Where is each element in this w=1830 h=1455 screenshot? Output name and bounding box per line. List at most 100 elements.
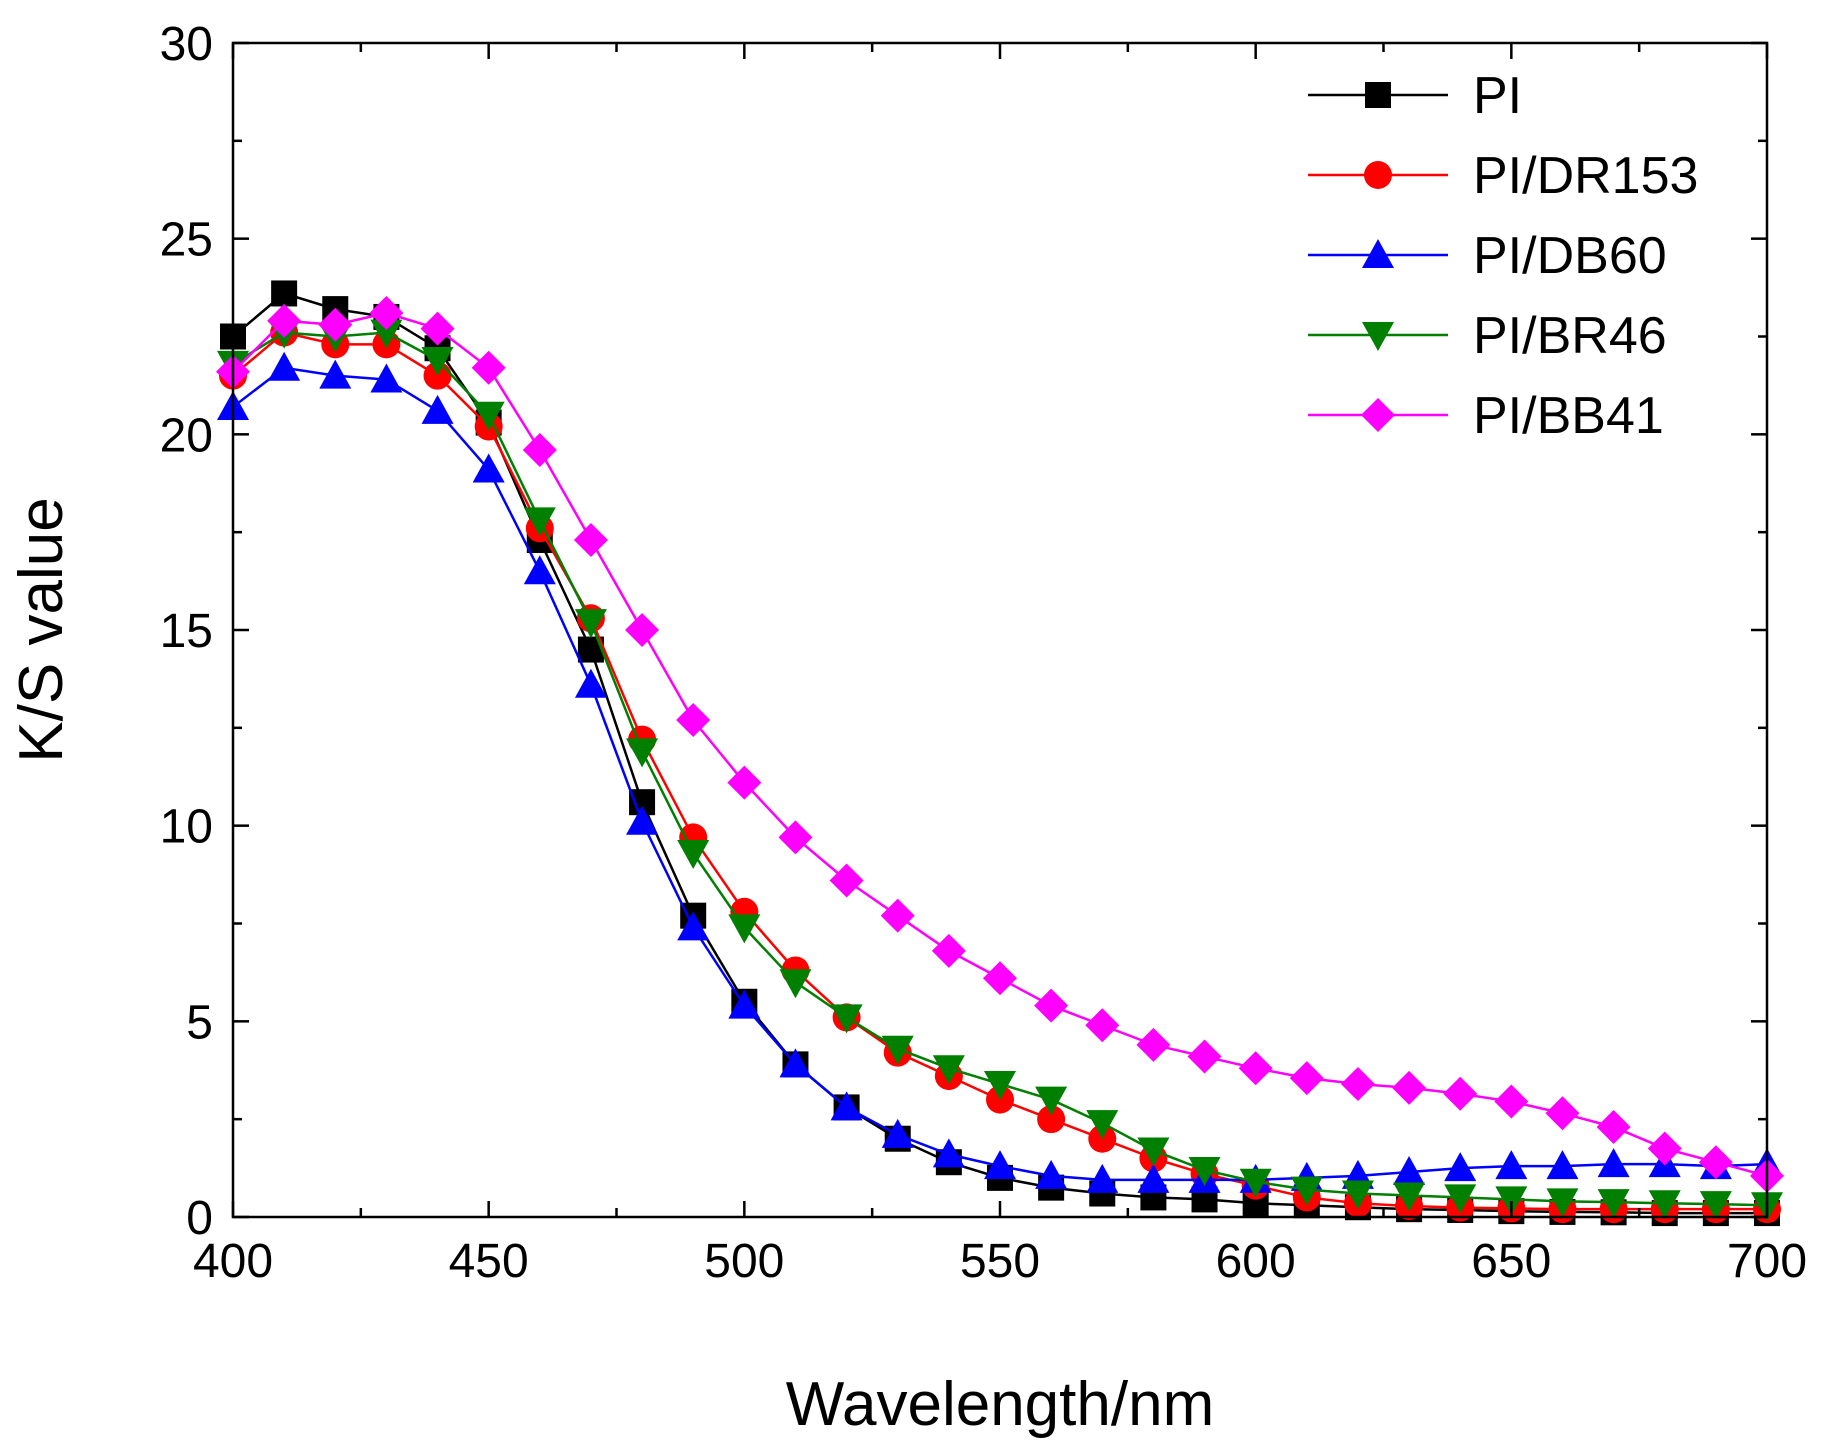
data-point — [677, 911, 710, 941]
y-tick-label: 25 — [160, 214, 213, 267]
x-axis: 400 450 500 550 600 650 700 — [193, 43, 1807, 1288]
data-point — [420, 311, 455, 346]
data-point — [1546, 1188, 1579, 1218]
data-point — [1596, 1109, 1631, 1144]
legend-item: PI — [1308, 67, 1522, 125]
data-point — [1698, 1145, 1733, 1180]
legend-item: PI/DB60 — [1308, 227, 1667, 285]
data-point — [1136, 1027, 1171, 1062]
data-point — [1392, 1070, 1427, 1105]
data-point — [829, 863, 864, 898]
data-point — [983, 961, 1017, 996]
data-point — [984, 1070, 1016, 1100]
data-point — [1034, 988, 1069, 1023]
legend-label: PI/BB41 — [1473, 387, 1664, 445]
data-point — [830, 1004, 863, 1034]
legend-marker — [1361, 398, 1395, 432]
legend-item: PI/DR153 — [1308, 147, 1698, 205]
legend-marker — [1362, 239, 1394, 268]
data-point — [369, 296, 404, 331]
data-point — [779, 1048, 812, 1078]
x-axis-title: Wavelength/nm — [786, 1370, 1214, 1439]
data-point — [881, 1118, 914, 1148]
data-point — [574, 668, 607, 698]
data-point — [1086, 1163, 1119, 1193]
data-point — [1187, 1039, 1222, 1074]
legend-marker — [1365, 82, 1391, 108]
data-point — [1238, 1051, 1273, 1086]
data-point — [370, 319, 403, 349]
legend-item: PI/BR46 — [1308, 307, 1667, 365]
data-point — [1597, 1148, 1630, 1178]
data-point — [318, 307, 353, 342]
y-tick-label: 10 — [160, 801, 213, 854]
data-point — [1393, 1182, 1426, 1212]
plot-frame — [231, 41, 1769, 1219]
data-point — [1037, 1105, 1066, 1134]
data-point — [932, 1055, 965, 1085]
legend-label: PI — [1473, 67, 1522, 125]
series-pi-br46 — [217, 319, 1783, 1222]
data-point — [880, 898, 915, 933]
legend: PI PI/DR153 PI/DB60 PI/BR46 PI/BB41 — [1308, 67, 1698, 445]
data-point — [267, 303, 302, 338]
legend-item: PI/BB41 — [1308, 387, 1664, 445]
data-point — [1239, 1168, 1272, 1198]
data-point — [370, 363, 403, 393]
data-point — [522, 432, 557, 467]
data-point — [625, 613, 660, 647]
data-point — [881, 1035, 914, 1065]
data-point — [573, 522, 608, 557]
data-point — [421, 346, 454, 376]
x-tick-label: 600 — [1216, 1235, 1296, 1288]
data-point — [727, 765, 762, 800]
x-tick-label: 700 — [1727, 1235, 1807, 1288]
data-point — [1444, 1152, 1477, 1182]
data-point — [1085, 1008, 1120, 1043]
data-point — [319, 359, 352, 389]
x-tick-label: 550 — [960, 1235, 1040, 1288]
legend-label: PI/BR46 — [1473, 307, 1667, 365]
data-point — [472, 453, 505, 483]
data-point — [626, 805, 659, 835]
legend-marker — [1362, 322, 1394, 351]
data-point — [472, 401, 505, 431]
data-point — [1597, 1189, 1630, 1219]
data-point — [1444, 1184, 1477, 1214]
data-point — [523, 555, 556, 585]
y-axis: 0 5 10 15 20 25 30 — [160, 18, 1767, 1245]
data-point — [1648, 1190, 1681, 1220]
data-point — [1393, 1155, 1426, 1185]
data-point — [1137, 1163, 1170, 1193]
x-tick-label: 650 — [1471, 1235, 1551, 1288]
y-axis-title: K/S value — [7, 497, 76, 762]
data-point — [1188, 1157, 1221, 1187]
series-pi-db60 — [217, 351, 1783, 1193]
legend-label: PI/DR153 — [1473, 147, 1698, 205]
series-line — [232, 366, 1768, 1182]
data-point — [1495, 1150, 1528, 1180]
data-point — [1086, 1110, 1119, 1140]
data-point — [574, 609, 607, 639]
data-point — [268, 351, 301, 381]
data-point — [1699, 1191, 1732, 1221]
data-point — [1545, 1096, 1580, 1131]
data-point — [1546, 1150, 1579, 1180]
y-tick-label: 0 — [186, 1192, 213, 1245]
data-point — [830, 1091, 863, 1121]
data-point — [984, 1150, 1016, 1180]
data-point — [1494, 1084, 1529, 1119]
data-point — [1035, 1086, 1068, 1116]
data-point — [778, 820, 813, 855]
data-point — [1290, 1176, 1323, 1206]
data-point — [1495, 1186, 1528, 1216]
data-point — [626, 738, 659, 768]
data-point — [779, 969, 812, 999]
data-point — [523, 507, 556, 537]
data-point — [676, 703, 711, 738]
y-tick-label: 30 — [160, 18, 213, 71]
data-point — [1137, 1137, 1170, 1167]
x-tick-label: 400 — [193, 1235, 273, 1288]
data-point — [1340, 1066, 1375, 1101]
